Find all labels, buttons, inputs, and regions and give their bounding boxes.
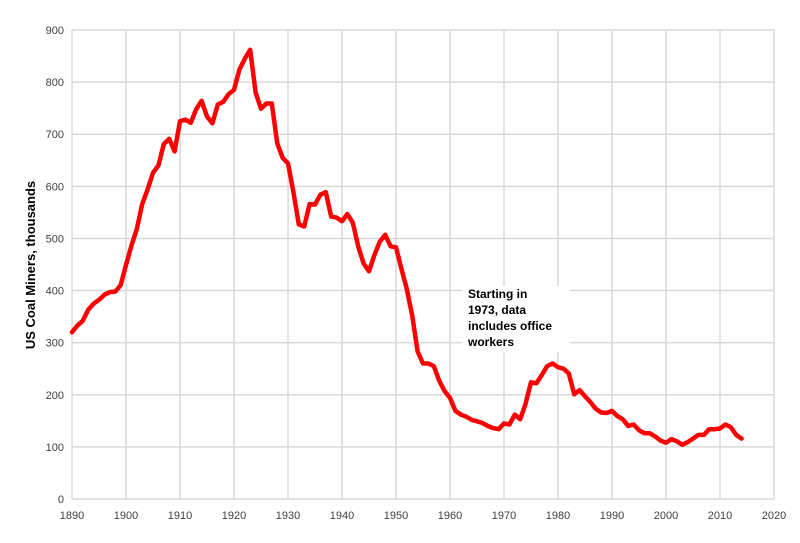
x-tick-label: 1900 <box>114 510 138 522</box>
x-tick-label: 1980 <box>546 510 570 522</box>
annotation-line: workers <box>468 335 515 349</box>
y-tick-label: 600 <box>46 181 64 193</box>
x-tick-label: 1960 <box>438 510 462 522</box>
x-tick-label: 1970 <box>492 510 516 522</box>
series-line <box>69 47 744 448</box>
annotation-line: 1973, data <box>468 303 527 317</box>
gridlines <box>71 29 775 500</box>
annotation-note: Starting in 1973, data includes office w… <box>462 286 570 352</box>
y-tick-label: 200 <box>46 390 64 402</box>
annotation-line: includes office <box>468 319 553 333</box>
x-tick-label: 1930 <box>276 510 300 522</box>
y-axis-ticks: 0 100 200 300 400 500 600 700 800 900 <box>46 25 64 506</box>
y-tick-label: 300 <box>46 338 64 350</box>
x-tick-label: 1920 <box>222 510 246 522</box>
x-tick-label: 1910 <box>168 510 192 522</box>
y-tick-label: 800 <box>46 77 64 89</box>
y-tick-label: 900 <box>46 25 64 37</box>
x-tick-label: 1990 <box>600 510 624 522</box>
series-layer <box>69 47 744 448</box>
x-tick-label: 1940 <box>330 510 354 522</box>
y-tick-label: 0 <box>58 494 64 506</box>
y-tick-label: 700 <box>46 129 64 141</box>
x-axis-ticks: 1890 1900 1910 1920 1930 1940 1950 1960 1970 1980… <box>60 510 786 522</box>
x-tick-label: 1950 <box>384 510 408 522</box>
x-tick-label: 1890 <box>60 510 84 522</box>
y-tick-label: 100 <box>46 442 64 454</box>
x-tick-label: 2010 <box>708 510 732 522</box>
y-tick-label: 500 <box>46 233 64 245</box>
annotation-line: Starting in <box>468 287 528 301</box>
x-tick-label: 2000 <box>654 510 678 522</box>
y-axis-label: US Coal Miners, thousands <box>23 181 38 349</box>
y-tick-label: 400 <box>46 286 64 298</box>
x-tick-label: 2020 <box>762 510 786 522</box>
